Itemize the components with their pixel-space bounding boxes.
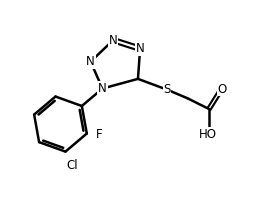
Text: N: N [98,82,107,95]
Text: N: N [136,42,144,55]
Text: N: N [86,55,95,68]
Text: Cl: Cl [66,159,78,172]
Text: HO: HO [199,128,217,141]
Text: F: F [96,128,103,141]
Text: S: S [163,83,171,96]
Text: O: O [218,83,227,96]
Text: N: N [109,34,118,47]
